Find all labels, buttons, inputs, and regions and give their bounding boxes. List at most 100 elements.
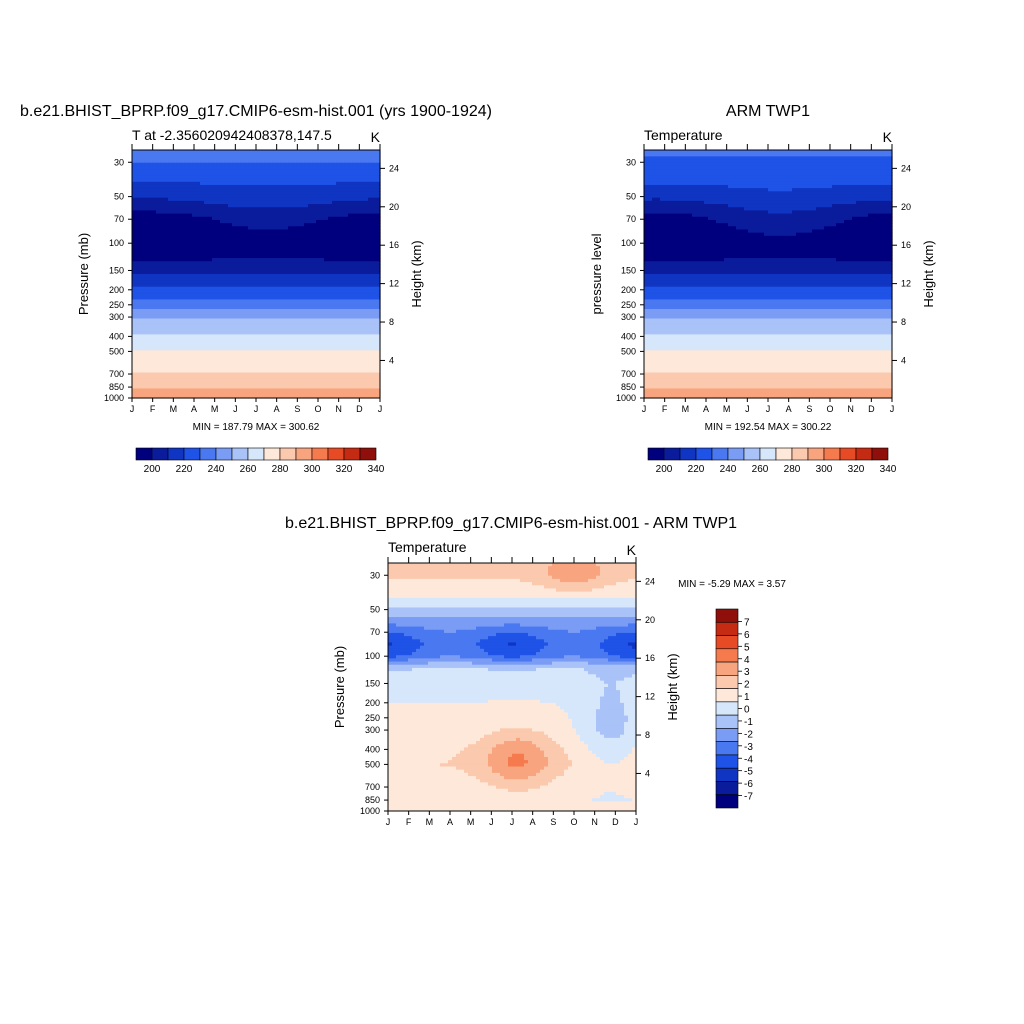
contour-cell	[324, 242, 329, 246]
contour-cell	[276, 156, 281, 161]
contour-cell	[180, 289, 185, 294]
contour-cell	[176, 261, 181, 266]
contour-cell	[176, 264, 181, 269]
contour-cell	[308, 258, 313, 262]
contour-cell	[372, 194, 377, 199]
contour-cell	[352, 277, 357, 281]
contour-cell	[148, 242, 153, 246]
contour-cell	[324, 267, 329, 272]
contour-cell	[332, 235, 337, 240]
contour-cell	[196, 274, 201, 278]
contour-cell	[304, 207, 309, 212]
contour-cell	[232, 242, 237, 246]
contour-cell	[132, 363, 137, 367]
contour-cell	[364, 394, 369, 399]
contour-cell	[260, 274, 265, 278]
contour-cell	[248, 194, 253, 199]
contour-cell	[372, 270, 377, 275]
contour-cell	[344, 350, 349, 355]
contour-cell	[212, 378, 217, 383]
contour-cell	[356, 191, 361, 196]
contour-cell	[356, 289, 361, 294]
contour-cell	[144, 331, 149, 336]
contour-cell	[240, 318, 245, 323]
contour-cell	[196, 242, 201, 246]
contour-cell	[300, 188, 305, 192]
contour-cell	[356, 343, 361, 348]
contour-cell	[172, 175, 177, 180]
contour-cell	[204, 261, 209, 266]
contour-cell	[340, 299, 345, 304]
contour-cell	[280, 318, 285, 323]
contour-cell	[220, 184, 225, 189]
contour-cell	[192, 226, 197, 231]
contour-cell	[172, 242, 177, 246]
contour-cell	[156, 150, 161, 154]
contour-cell	[360, 181, 365, 186]
contour-cell	[268, 372, 273, 377]
contour-cell	[348, 318, 353, 323]
contour-cell	[328, 372, 333, 377]
contour-cell	[236, 305, 241, 310]
contour-cell	[212, 283, 217, 288]
contour-cell	[236, 181, 241, 186]
contour-cell	[204, 169, 209, 173]
contour-cell	[324, 239, 329, 243]
contour-cell	[136, 191, 141, 196]
contour-cell	[324, 391, 329, 396]
contour-cell	[280, 321, 285, 326]
contour-cell	[260, 280, 265, 285]
contour-cell	[372, 308, 377, 313]
contour-cell	[360, 270, 365, 275]
contour-cell	[160, 356, 165, 361]
contour-cell	[152, 210, 157, 215]
contour-cell	[360, 340, 365, 345]
contour-cell	[184, 267, 189, 272]
contour-cell	[252, 210, 257, 215]
contour-cell	[236, 353, 241, 358]
contour-cell	[288, 239, 293, 243]
contour-cell	[208, 232, 213, 237]
contour-cell	[224, 356, 229, 361]
contour-cell	[188, 274, 193, 278]
contour-cell	[188, 293, 193, 297]
contour-cell	[276, 334, 281, 339]
contour-cell	[280, 388, 285, 393]
contour-cell	[144, 219, 149, 224]
contour-cell	[312, 239, 317, 243]
contour-cell	[376, 382, 381, 386]
contour-cell	[340, 340, 345, 345]
contour-cell	[252, 207, 257, 212]
obs-panel: ARM TWP1 Temperature K J F M A M J J A S O N D J3050…	[589, 103, 936, 475]
contour-cell	[304, 286, 309, 291]
contour-cell	[316, 191, 321, 196]
contour-cell	[320, 200, 325, 205]
contour-cell	[308, 302, 313, 307]
contour-cell	[328, 267, 333, 272]
contour-cell	[160, 223, 165, 227]
contour-cell	[316, 302, 321, 307]
contour-cell	[244, 299, 249, 304]
contour-cell	[356, 293, 361, 297]
contour-cell	[356, 280, 361, 285]
contour-cell	[200, 385, 205, 390]
contour-cell	[264, 378, 269, 383]
contour-cell	[140, 162, 145, 167]
contour-cell	[216, 165, 221, 170]
contour-cell	[252, 372, 257, 377]
contour-cell	[332, 334, 337, 339]
contour-cell	[288, 337, 293, 342]
contour-cell	[168, 175, 173, 180]
contour-cell	[132, 184, 137, 189]
contour-cell	[220, 289, 225, 294]
contour-cell	[156, 299, 161, 304]
contour-cell	[220, 172, 225, 177]
contour-cell	[212, 219, 217, 224]
contour-cell	[156, 308, 161, 313]
contour-cell	[376, 162, 381, 167]
contour-cell	[156, 328, 161, 332]
contour-cell	[356, 369, 361, 374]
contour-cell	[216, 321, 221, 326]
contour-cell	[248, 343, 253, 348]
contour-cell	[316, 207, 321, 212]
